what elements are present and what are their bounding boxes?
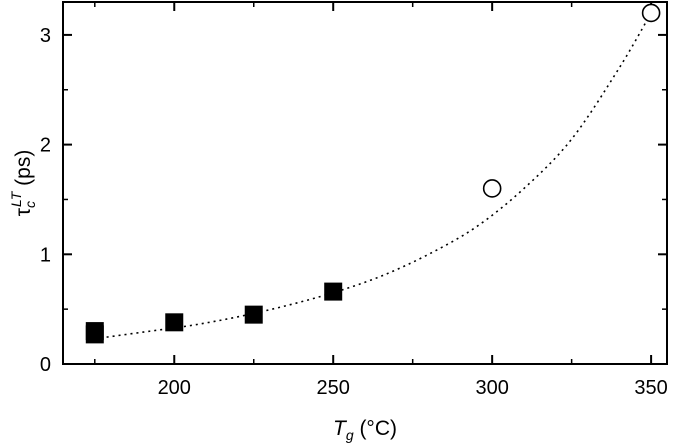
filled-square-point [324,282,343,301]
x-tick-label: 350 [634,377,667,399]
open-circle-point [641,3,661,23]
y-tick-label: 0 [40,354,51,376]
filled-square-point [85,325,104,344]
x-tick-label: 200 [158,377,191,399]
filled-square-point [244,305,263,324]
y-axis-label: τcLT (ps) [8,150,38,217]
x-tick-label: 300 [475,377,508,399]
y-tick-label: 2 [40,135,51,157]
x-tick-label: 250 [317,377,350,399]
x-axis-label: Tg (°C) [333,417,397,443]
fit-curve-group [94,12,652,340]
y-tick-label: 1 [40,244,51,266]
open-circle-point [482,179,502,198]
fit-curve [94,12,652,340]
filled-square-point [165,313,184,332]
axis-ticks: 200 250 300 350 0 1 2 3 [40,2,668,399]
y-tick-label: 3 [40,25,51,47]
data-points [85,3,661,344]
plot-frame [62,1,668,365]
